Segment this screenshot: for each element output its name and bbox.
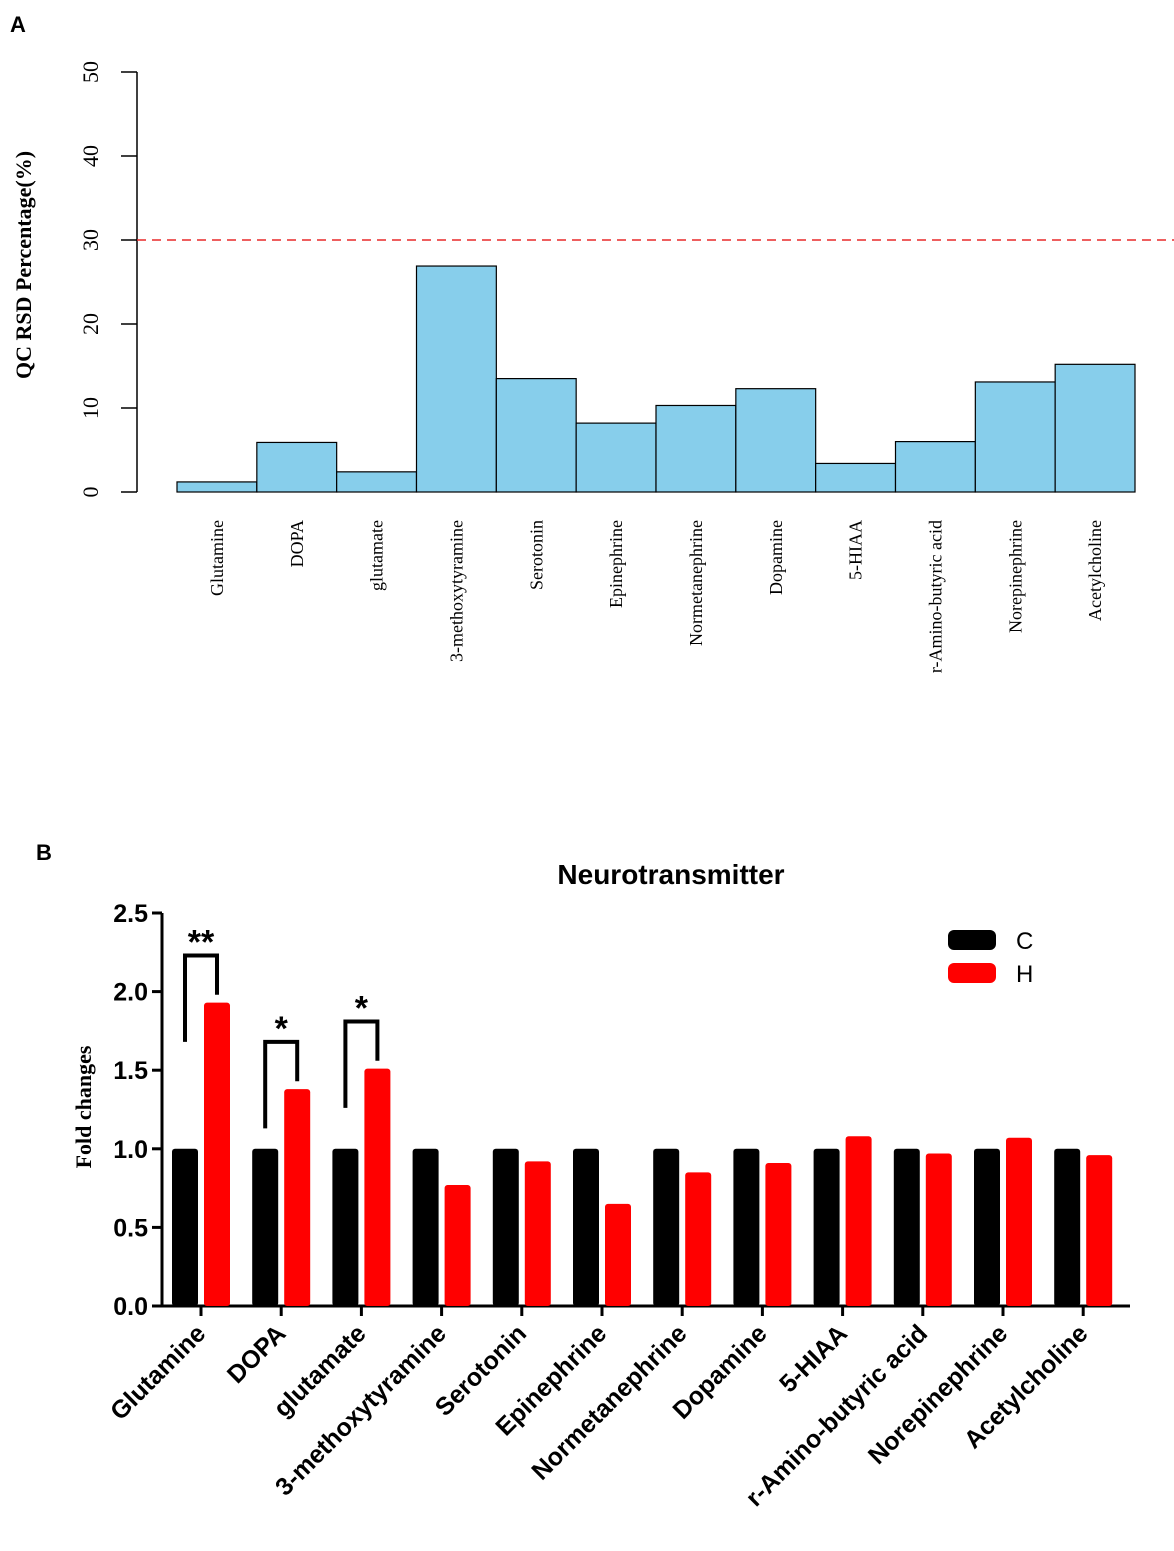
chart-b-significance-bracket bbox=[263, 1039, 300, 1129]
chart-b-bar-c bbox=[974, 1148, 1000, 1306]
chart-b-bar-h bbox=[765, 1162, 792, 1306]
chart-b-significance-label: * bbox=[355, 989, 369, 1027]
chart-a-x-tick-label: r-Amino-butyric acid bbox=[925, 520, 945, 673]
chart-b-bar-h bbox=[444, 1184, 471, 1306]
chart-a-y-tick-label: 30 bbox=[78, 229, 103, 251]
chart-b-y-axis-label: Fold changes bbox=[71, 1045, 96, 1168]
chart-b-x-tick-label: Norepinephrine bbox=[863, 1319, 1013, 1469]
chart-b-bar-h bbox=[925, 1153, 952, 1306]
chart-b-bar-c bbox=[573, 1148, 599, 1306]
chart-b-y-tick-label: 1.5 bbox=[113, 1057, 148, 1085]
chart-a-x-tick-label: Dopamine bbox=[766, 520, 786, 595]
chart-a-y-axis-label: QC RSD Percentage(%) bbox=[11, 151, 36, 379]
chart-a-y-ticks: 0 10 20 30 40 50 bbox=[78, 61, 137, 498]
chart-a-bar bbox=[894, 441, 976, 493]
chart-b-bar-h bbox=[685, 1172, 712, 1306]
chart-a-x-tick-label: 5-HIAA bbox=[846, 520, 866, 580]
chart-b: Neurotransmitter Fold changes 0.0 0.5 1.0 1… bbox=[71, 859, 1130, 1512]
chart-b-significance-label: ** bbox=[188, 923, 215, 961]
chart-a-y-tick-label: 10 bbox=[78, 397, 103, 419]
chart-b-title: Neurotransmitter bbox=[557, 859, 784, 890]
chart-b-legend-label-c: C bbox=[1016, 928, 1033, 955]
chart-a-x-tick-label: glutamate bbox=[367, 520, 387, 591]
chart-b-bar-h bbox=[524, 1161, 551, 1306]
chart-a-x-tick-label: Normetanephrine bbox=[686, 520, 706, 646]
chart-b-y-tick-label: 0.0 bbox=[113, 1293, 148, 1321]
chart-b-bar-c bbox=[1054, 1148, 1081, 1306]
chart-a-y-tick-label: 40 bbox=[78, 145, 103, 167]
chart-b-x-tick-label: 5-HIAA bbox=[774, 1319, 853, 1398]
chart-b-y-tick-label: 2.0 bbox=[113, 979, 148, 1007]
chart-b-bar-c bbox=[332, 1148, 359, 1306]
chart-b-bar-c bbox=[893, 1148, 920, 1306]
chart-a: 0 10 20 30 40 50 QC RSD Percentage(%) Glutami… bbox=[11, 61, 1174, 673]
chart-b-y-tick-label: 2.5 bbox=[113, 900, 148, 928]
chart-a-bars bbox=[176, 265, 1136, 493]
chart-a-bar bbox=[495, 378, 577, 493]
chart-a-x-tick-label: Glutamine bbox=[207, 520, 227, 596]
chart-b-legend: CH bbox=[948, 928, 1033, 988]
chart-a-bar bbox=[575, 422, 657, 493]
chart-a-x-tick-label: 3-methoxytyramine bbox=[446, 520, 466, 662]
chart-b-x-tick-label: DOPA bbox=[222, 1319, 292, 1389]
chart-a-bar bbox=[336, 471, 418, 493]
chart-b-bar-c bbox=[172, 1148, 198, 1306]
chart-b-significance-label: * bbox=[275, 1010, 289, 1048]
chart-b-x-tick-label: Normetanephrine bbox=[526, 1319, 692, 1485]
chart-b-bar-h bbox=[204, 1002, 230, 1306]
chart-a-x-tick-label: Acetylcholine bbox=[1085, 520, 1105, 621]
chart-b-bar-h bbox=[364, 1068, 391, 1306]
chart-b-bar-c bbox=[653, 1148, 680, 1306]
chart-b-bar-h bbox=[605, 1203, 631, 1306]
chart-b-x-labels: Glutamine DOPAglutamate3-methoxytyramineS… bbox=[105, 1306, 1094, 1512]
chart-b-legend-swatch-h bbox=[948, 963, 996, 983]
panel-label-a: A bbox=[10, 12, 26, 37]
chart-a-bar bbox=[655, 404, 737, 493]
chart-a-bar bbox=[815, 462, 897, 493]
chart-b-bar-h bbox=[284, 1089, 311, 1306]
chart-b-bar-c bbox=[252, 1148, 279, 1306]
chart-a-x-tick-label: Epinephrine bbox=[606, 520, 626, 608]
chart-a-x-tick-label: Norepinephrine bbox=[1005, 520, 1025, 633]
chart-a-x-tick-label: DOPA bbox=[287, 520, 307, 567]
chart-a-x-labels: Glutamine DOPA glutamate 3-methoxytyramine S… bbox=[207, 520, 1105, 673]
chart-b-bar-c bbox=[492, 1148, 519, 1306]
chart-a-bar bbox=[974, 381, 1056, 493]
chart-a-bar bbox=[176, 481, 258, 493]
chart-b-bar-c bbox=[733, 1148, 760, 1306]
chart-a-bar bbox=[256, 441, 338, 493]
chart-b-legend-swatch-c bbox=[948, 930, 996, 950]
chart-b-bar-h bbox=[1006, 1137, 1032, 1306]
chart-a-bar bbox=[1054, 363, 1136, 493]
chart-a-bar bbox=[415, 265, 497, 493]
chart-b-significance-bracket bbox=[183, 953, 219, 1042]
chart-b-legend-label-h: H bbox=[1016, 961, 1033, 988]
chart-b-bar-c bbox=[412, 1148, 439, 1306]
chart-b-y-tick-label: 1.0 bbox=[113, 1136, 148, 1164]
chart-b-x-tick-label: Glutamine bbox=[105, 1319, 211, 1425]
chart-a-y-tick-label: 50 bbox=[78, 61, 103, 83]
chart-b-y-ticks: 0.0 0.5 1.0 1.5 2.0 2.5 bbox=[113, 900, 162, 1321]
chart-a-y-tick-label: 20 bbox=[78, 313, 103, 335]
chart-b-significance-bracket bbox=[343, 1019, 380, 1108]
panel-label-b: B bbox=[36, 840, 52, 865]
chart-a-x-tick-label: Serotonin bbox=[526, 520, 546, 590]
chart-a-y-tick-label: 0 bbox=[78, 487, 103, 498]
chart-b-significance: **** bbox=[183, 923, 380, 1129]
chart-b-bars bbox=[172, 1002, 1113, 1306]
chart-b-bar-h bbox=[845, 1136, 872, 1306]
chart-b-bar-h bbox=[1086, 1155, 1113, 1306]
chart-b-bar-c bbox=[813, 1148, 840, 1306]
chart-a-bar bbox=[735, 388, 817, 493]
chart-b-y-tick-label: 0.5 bbox=[113, 1214, 148, 1242]
